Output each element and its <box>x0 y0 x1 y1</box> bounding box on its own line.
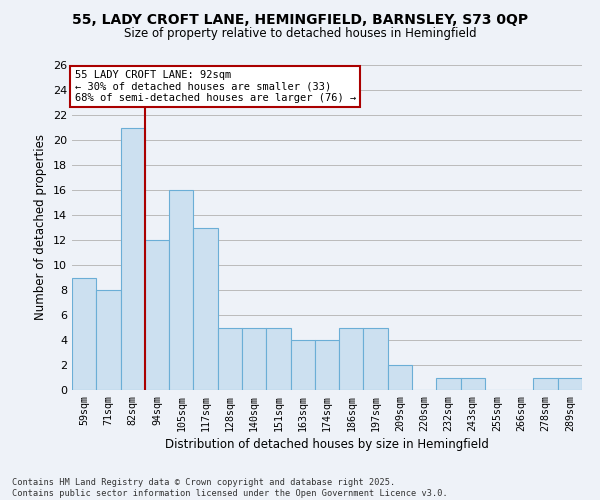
Bar <box>533 378 558 390</box>
Bar <box>72 278 96 390</box>
Bar <box>242 328 266 390</box>
Y-axis label: Number of detached properties: Number of detached properties <box>34 134 47 320</box>
Bar <box>436 378 461 390</box>
Bar <box>290 340 315 390</box>
Bar <box>218 328 242 390</box>
Text: 55, LADY CROFT LANE, HEMINGFIELD, BARNSLEY, S73 0QP: 55, LADY CROFT LANE, HEMINGFIELD, BARNSL… <box>72 12 528 26</box>
Bar <box>388 365 412 390</box>
Bar <box>145 240 169 390</box>
Bar <box>121 128 145 390</box>
Bar <box>315 340 339 390</box>
Bar <box>193 228 218 390</box>
Bar <box>364 328 388 390</box>
Bar <box>558 378 582 390</box>
Bar <box>339 328 364 390</box>
X-axis label: Distribution of detached houses by size in Hemingfield: Distribution of detached houses by size … <box>165 438 489 451</box>
Text: Contains HM Land Registry data © Crown copyright and database right 2025.
Contai: Contains HM Land Registry data © Crown c… <box>12 478 448 498</box>
Text: 55 LADY CROFT LANE: 92sqm
← 30% of detached houses are smaller (33)
68% of semi-: 55 LADY CROFT LANE: 92sqm ← 30% of detac… <box>74 70 356 103</box>
Bar <box>169 190 193 390</box>
Text: Size of property relative to detached houses in Hemingfield: Size of property relative to detached ho… <box>124 28 476 40</box>
Bar <box>266 328 290 390</box>
Bar <box>96 290 121 390</box>
Bar <box>461 378 485 390</box>
